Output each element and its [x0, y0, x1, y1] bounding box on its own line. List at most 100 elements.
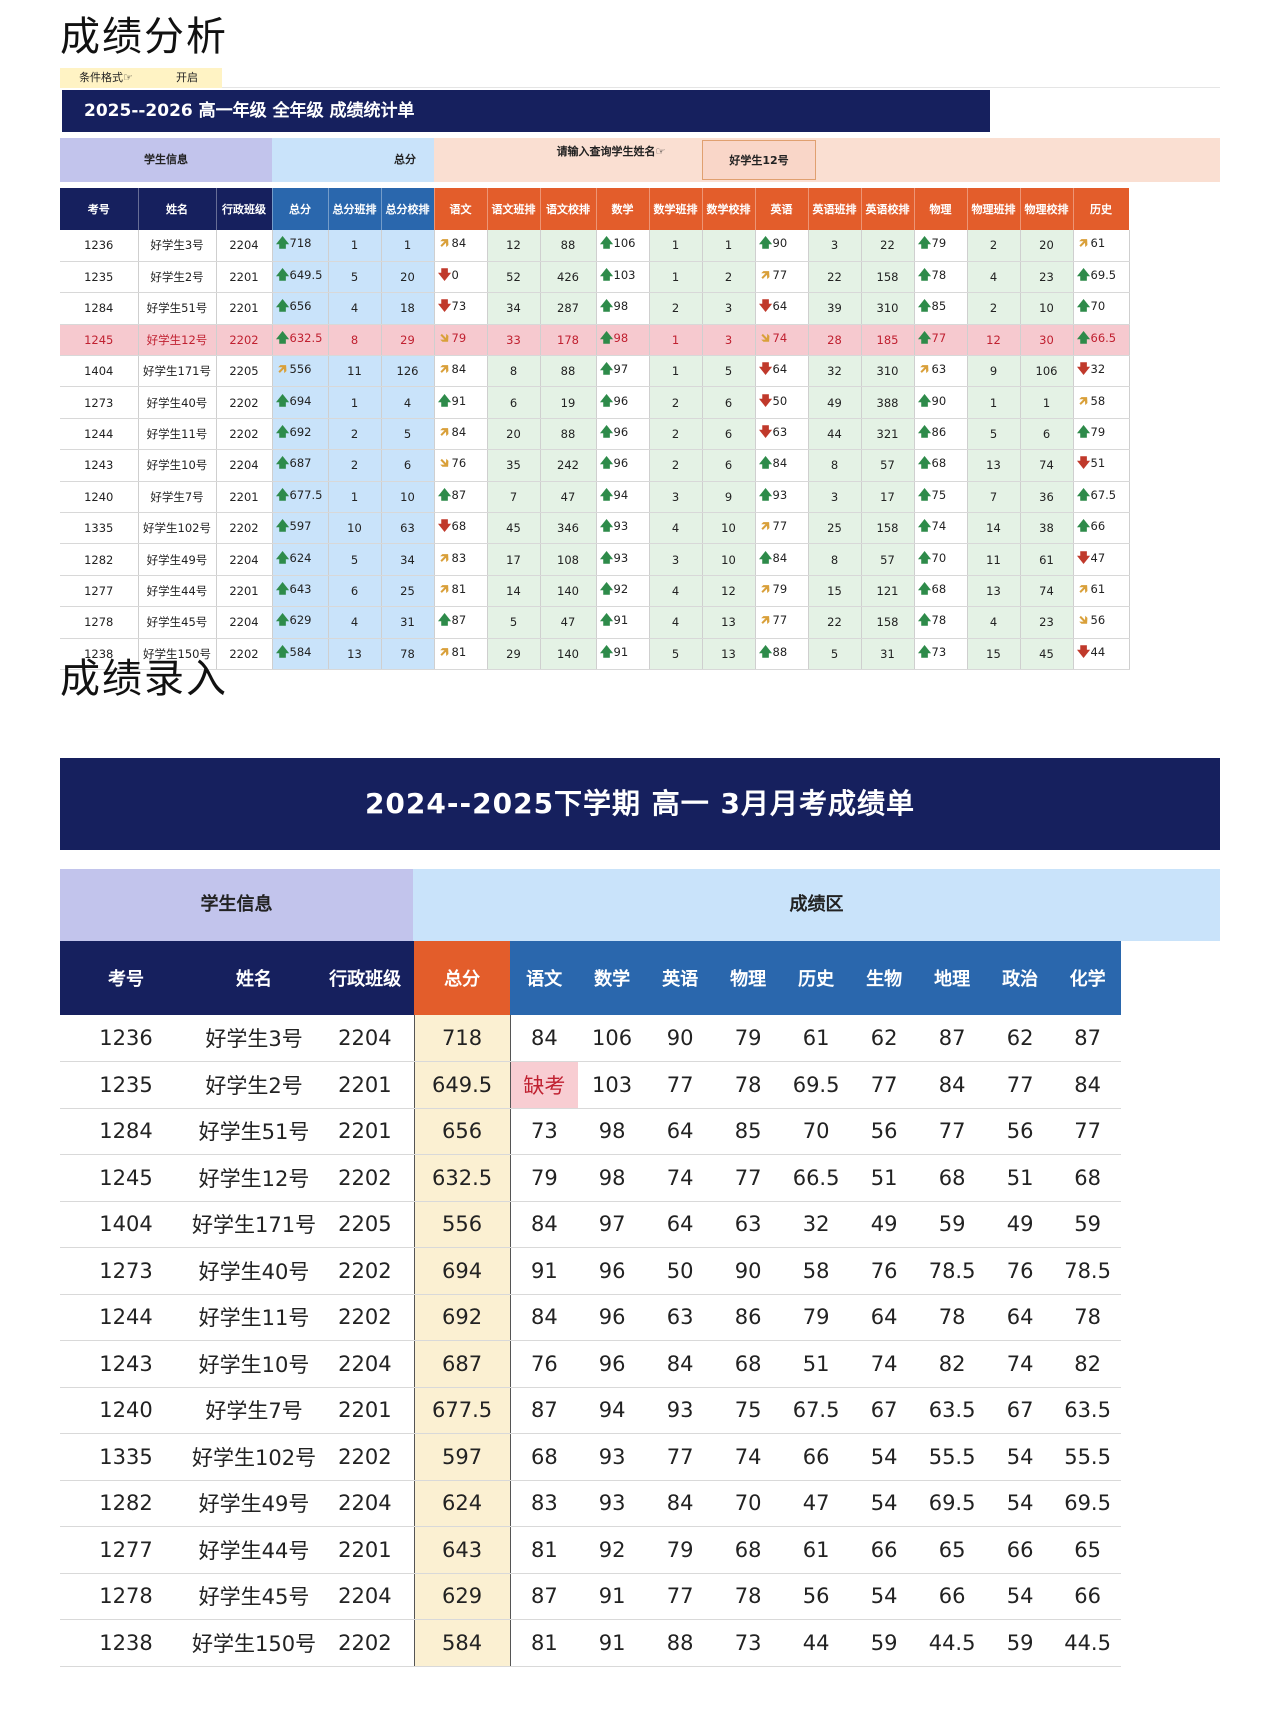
table-cell[interactable]: 1 — [649, 324, 703, 357]
table-cell[interactable]: 59 — [918, 1201, 987, 1248]
table-cell[interactable]: 55.5 — [918, 1433, 987, 1481]
table-cell[interactable]: 14 — [487, 575, 541, 608]
table-cell[interactable]: 25 — [808, 512, 862, 545]
table-cell[interactable]: 1277 — [60, 1526, 192, 1574]
score-cell[interactable]: 🡶 79 — [434, 324, 488, 357]
table-cell[interactable]: 好学生11号 — [192, 1294, 317, 1341]
table-cell[interactable]: 20 — [1020, 230, 1074, 262]
table-cell[interactable]: 12 — [702, 575, 756, 608]
score-cell[interactable]: 🡵 63 — [914, 355, 968, 388]
table-cell[interactable]: 47 — [782, 1480, 851, 1527]
score-cell[interactable]: 🡵 58 — [1073, 386, 1130, 419]
table-cell[interactable]: 64 — [646, 1108, 715, 1155]
table-cell[interactable]: 79 — [510, 1154, 579, 1202]
table-cell[interactable]: 76 — [986, 1247, 1055, 1295]
table-cell[interactable]: 1335 — [60, 512, 139, 545]
score-cell[interactable]: 🡵 79 — [755, 575, 809, 608]
table-cell[interactable]: 1273 — [60, 386, 139, 419]
table-cell[interactable]: 好学生150号 — [138, 638, 217, 670]
score-cell[interactable]: 🡅584 — [272, 638, 329, 670]
table-cell[interactable]: 58 — [782, 1247, 851, 1295]
table-cell[interactable]: 好学生12号 — [138, 324, 217, 357]
score-cell[interactable]: 🡇68 — [434, 512, 488, 545]
table-cell[interactable]: 好学生49号 — [192, 1480, 317, 1527]
table-cell[interactable]: 9 — [967, 355, 1021, 388]
table-cell[interactable]: 2 — [649, 418, 703, 451]
table-cell[interactable]: 66.5 — [782, 1154, 851, 1202]
table-cell[interactable]: 158 — [861, 512, 915, 545]
table-cell[interactable]: 1243 — [60, 449, 139, 482]
score-cell[interactable]: 🡶 74 — [755, 324, 809, 357]
table-cell[interactable]: 90 — [646, 1015, 715, 1062]
table-cell[interactable]: 66 — [850, 1526, 919, 1574]
table-cell[interactable]: 65 — [918, 1526, 987, 1574]
table-cell[interactable]: 2202 — [216, 324, 273, 357]
table-cell[interactable]: 84 — [510, 1294, 579, 1341]
total-cell[interactable]: 643 — [413, 1526, 511, 1574]
table-cell[interactable]: 2205 — [316, 1201, 415, 1248]
table-cell[interactable]: 54 — [850, 1433, 919, 1481]
table-cell[interactable]: 78 — [381, 638, 435, 670]
score-cell[interactable]: 🡅98 — [596, 324, 650, 357]
score-cell[interactable]: 🡅86 — [914, 418, 968, 451]
table-cell[interactable]: 54 — [850, 1480, 919, 1527]
table-cell[interactable]: 76 — [850, 1247, 919, 1295]
table-cell[interactable]: 55.5 — [1054, 1433, 1122, 1481]
score-cell[interactable]: 🡵 61 — [1073, 230, 1130, 262]
table-cell[interactable]: 39 — [808, 292, 862, 325]
table-cell[interactable]: 84 — [646, 1340, 715, 1388]
score-cell[interactable]: 🡅84 — [755, 543, 809, 576]
table-cell[interactable]: 12 — [967, 324, 1021, 357]
table-cell[interactable]: 2 — [649, 386, 703, 419]
table-cell[interactable]: 47 — [540, 606, 597, 639]
total-cell[interactable]: 584 — [413, 1619, 511, 1667]
table-cell[interactable]: 242 — [540, 449, 597, 482]
table-cell[interactable]: 5 — [328, 261, 382, 294]
table-cell[interactable]: 87 — [1054, 1015, 1122, 1062]
table-cell[interactable]: 5 — [328, 543, 382, 576]
table-cell[interactable]: 2202 — [216, 386, 273, 419]
table-cell[interactable]: 2202 — [316, 1294, 415, 1341]
table-cell[interactable]: 好学生45号 — [192, 1573, 317, 1620]
table-cell[interactable]: 3 — [649, 543, 703, 576]
score-cell[interactable]: 🡇51 — [1073, 449, 1130, 482]
table-cell[interactable]: 1335 — [60, 1433, 192, 1481]
table-cell[interactable]: 7 — [487, 481, 541, 514]
table-cell[interactable]: 8 — [487, 355, 541, 388]
table-cell[interactable]: 61 — [782, 1526, 851, 1574]
table-cell[interactable]: 79 — [646, 1526, 715, 1574]
total-cell[interactable]: 694 — [413, 1247, 511, 1295]
table-cell[interactable]: 68 — [714, 1526, 783, 1574]
table-cell[interactable]: 5 — [808, 638, 862, 670]
score-cell[interactable]: 🡅106 — [596, 230, 650, 262]
table-cell[interactable]: 59 — [850, 1619, 919, 1667]
table-cell[interactable]: 好学生11号 — [138, 418, 217, 451]
table-cell[interactable]: 33 — [487, 324, 541, 357]
table-cell[interactable]: 3 — [702, 292, 756, 325]
table-cell[interactable]: 310 — [861, 355, 915, 388]
table-cell[interactable]: 96 — [578, 1247, 647, 1295]
table-cell[interactable]: 87 — [918, 1015, 987, 1062]
table-cell[interactable]: 13 — [328, 638, 382, 670]
score-cell[interactable]: 🡅643 — [272, 575, 329, 608]
score-cell[interactable]: 🡅66 — [1073, 512, 1130, 545]
table-cell[interactable]: 2201 — [216, 261, 273, 294]
table-cell[interactable]: 好学生3号 — [192, 1015, 317, 1062]
total-cell[interactable]: 687 — [413, 1340, 511, 1388]
table-cell[interactable]: 1245 — [60, 1154, 192, 1202]
table-cell[interactable]: 2 — [702, 261, 756, 294]
table-cell[interactable]: 13 — [702, 638, 756, 670]
score-cell[interactable]: 🡵 83 — [434, 543, 488, 576]
table-cell[interactable]: 121 — [861, 575, 915, 608]
table-cell[interactable]: 70 — [714, 1480, 783, 1527]
score-cell[interactable]: 🡵 77 — [755, 606, 809, 639]
table-cell[interactable]: 88 — [540, 230, 597, 262]
table-cell[interactable]: 14 — [967, 512, 1021, 545]
table-cell[interactable]: 84 — [918, 1061, 987, 1109]
table-cell[interactable]: 54 — [986, 1480, 1055, 1527]
score-cell[interactable]: 🡅632.5 — [272, 324, 329, 357]
total-cell[interactable]: 556 — [413, 1201, 511, 1248]
table-cell[interactable]: 1 — [967, 386, 1021, 419]
table-cell[interactable]: 23 — [1020, 606, 1074, 639]
table-cell[interactable]: 34 — [487, 292, 541, 325]
